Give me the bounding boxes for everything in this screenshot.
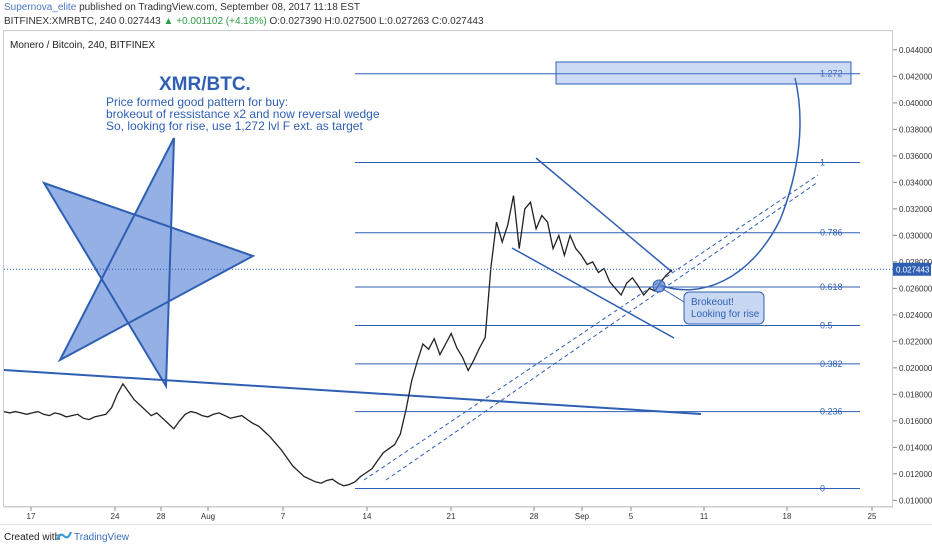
y-tick-label: 0.030000 — [899, 231, 932, 240]
y-tick-label: 0.016000 — [899, 417, 932, 426]
price-change: ▲ +0.001102 (+4.18%) — [163, 16, 267, 27]
author-link[interactable]: Supernova_elite — [4, 2, 77, 13]
x-tick-label: 18 — [783, 512, 792, 521]
annotation-line-3: So, looking for rise, use 1,272 lvl F ex… — [106, 119, 363, 133]
x-tick-label: 25 — [868, 512, 877, 521]
tradingview-logo-icon[interactable] — [55, 530, 73, 545]
x-tick-label: 17 — [27, 512, 36, 521]
x-tick-label: Sep — [575, 512, 590, 521]
last-price: 0.027443 — [119, 16, 161, 27]
time-axis[interactable]: 17 24 28 Aug 7 14 21 28 Sep 5 11 18 25 — [4, 506, 893, 521]
x-tick-label: 28 — [157, 512, 166, 521]
annotation-line-1: Price formed good pattern for buy: — [106, 95, 288, 109]
wedge-upper-line[interactable] — [535, 157, 673, 273]
price-axis[interactable]: 0.044000 0.042000 0.040000 0.038000 0.036000… — [893, 46, 932, 506]
resistance-trendline[interactable] — [3, 369, 702, 415]
price-series-line — [3, 195, 673, 487]
y-tick-label: 0.012000 — [899, 470, 932, 479]
channel-dashed-lower[interactable] — [385, 181, 819, 481]
tradingview-brand-link[interactable]: TradingView — [74, 532, 130, 543]
callout-line-2: Looking for rise — [691, 309, 760, 320]
x-tick-label: 7 — [281, 512, 286, 521]
x-tick-label: 24 — [111, 512, 120, 521]
y-tick-label: 0.018000 — [899, 390, 932, 399]
y-tick-label: 0.028000 — [899, 258, 932, 267]
created-with-label: Created with — [4, 532, 61, 543]
fib-level-label: 1.272 — [820, 69, 843, 79]
current-price-tag-label: 0.027443 — [896, 265, 930, 274]
callout-pointer — [662, 288, 685, 303]
y-tick-label: 0.014000 — [899, 443, 932, 452]
star-drawing[interactable] — [41, 137, 256, 390]
fib-level-label: 0.382 — [820, 359, 843, 369]
x-tick-label: Aug — [201, 512, 215, 521]
fib-level-label: 0.618 — [820, 282, 843, 292]
y-tick-label: 0.036000 — [899, 152, 932, 161]
y-tick-label: 0.020000 — [899, 364, 932, 373]
x-tick-label: 11 — [700, 512, 709, 521]
fib-level-label: 1 — [820, 158, 825, 168]
breakout-marker[interactable] — [652, 279, 666, 293]
callout-box[interactable] — [683, 291, 765, 325]
ohlc-values: O:0.027390 H:0.027500 L:0.027263 C:0.027… — [269, 16, 484, 27]
y-tick-label: 0.010000 — [899, 496, 932, 505]
y-tick-label: 0.034000 — [899, 178, 932, 187]
y-tick-label: 0.040000 — [899, 99, 932, 108]
y-tick-label: 0.026000 — [899, 284, 932, 293]
x-tick-label: 21 — [447, 512, 456, 521]
footer-bar: Created with TradingView — [0, 524, 932, 551]
annotation-line-2: brokeout of ressistance x2 and now rever… — [106, 107, 380, 121]
fib-levels: 1.272 1 0.786 0.618 0.5 0.382 0.236 0 — [355, 69, 860, 493]
y-tick-label: 0.022000 — [899, 337, 932, 346]
current-price-tag — [893, 262, 931, 276]
target-zone-box[interactable] — [555, 61, 852, 85]
y-tick-label: 0.042000 — [899, 72, 932, 81]
fib-level-label: 0 — [820, 483, 825, 493]
chart-canvas[interactable]: Monero / Bitcoin, 240, BITFINEX 1.272 1 0.… — [0, 0, 932, 524]
symbol-label: BITFINEX:XMRBTC, 240 — [4, 16, 117, 27]
y-tick-label: 0.038000 — [899, 125, 932, 134]
x-tick-label: 5 — [629, 512, 634, 521]
publisher-line: Supernova_elite published on TradingView… — [4, 2, 360, 13]
published-text: published on TradingView.com, September … — [79, 2, 360, 13]
projection-curve[interactable] — [659, 77, 801, 291]
y-tick-label: 0.032000 — [899, 205, 932, 214]
x-tick-label: 28 — [530, 512, 539, 521]
wedge-lower-line[interactable] — [511, 247, 675, 339]
fib-level-label: 0.236 — [820, 407, 843, 417]
x-tick-label: 14 — [363, 512, 372, 521]
fib-level-label: 0.5 — [820, 320, 833, 330]
chart-title: Monero / Bitcoin, 240, BITFINEX — [10, 40, 155, 51]
y-tick-label: 0.024000 — [899, 311, 932, 320]
callout-line-1: Brokeout! — [691, 297, 734, 308]
symbol-line: BITFINEX:XMRBTC, 240 0.027443 ▲ +0.00110… — [4, 16, 484, 27]
y-tick-label: 0.044000 — [899, 46, 932, 55]
annotation-headline: XMR/BTC. — [159, 74, 251, 95]
channel-dashed-upper[interactable] — [363, 174, 819, 481]
fib-level-label: 0.786 — [820, 228, 843, 238]
